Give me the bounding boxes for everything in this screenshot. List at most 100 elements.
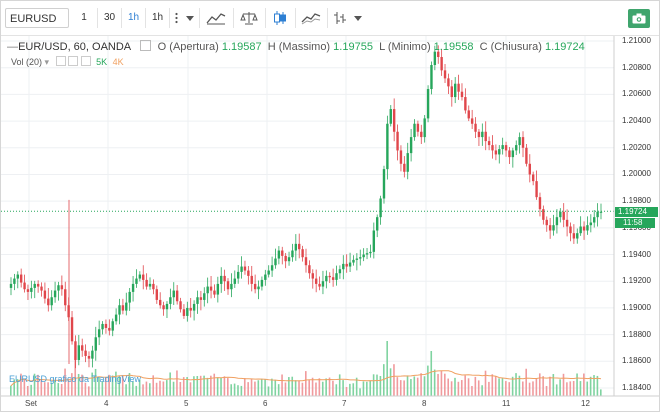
volume-bar <box>464 375 466 396</box>
candle-body <box>589 222 593 226</box>
candle-body <box>57 285 60 291</box>
volume-bar <box>566 382 568 396</box>
price-tick-label: 1.19000 <box>622 302 651 312</box>
candle-body <box>331 277 335 280</box>
volume-bar <box>511 376 514 396</box>
candle-body <box>565 219 569 227</box>
volume-bar <box>427 365 429 396</box>
volume-bar <box>101 381 104 396</box>
candle-body <box>593 217 596 223</box>
interval-1h[interactable]: 1h <box>145 8 169 28</box>
candle-body <box>135 278 138 284</box>
candle-body <box>104 323 108 328</box>
volume-bar <box>189 382 192 396</box>
candle-body <box>118 305 121 315</box>
volume-bar <box>484 370 487 396</box>
candle-body <box>50 297 53 306</box>
indicators-icon[interactable] <box>199 8 231 28</box>
candle-body <box>189 307 192 311</box>
candle-body <box>308 265 311 274</box>
candle-body <box>291 250 294 258</box>
candle-body <box>81 345 84 351</box>
dropdown-icon[interactable] <box>183 8 197 28</box>
candle-body <box>243 266 247 271</box>
candle-body <box>97 329 101 338</box>
candle-body <box>525 147 528 164</box>
volume-bar <box>81 374 83 396</box>
price-tick-label: 1.20600 <box>622 89 651 99</box>
candle-body <box>501 145 504 150</box>
candle-body <box>84 350 87 356</box>
watermark[interactable]: EURUSD grafico da TradingView <box>9 374 141 384</box>
candle-body <box>206 286 209 294</box>
candle-body <box>253 283 257 290</box>
candle-body <box>16 274 19 279</box>
candle-body <box>216 283 220 295</box>
toolbar: EURUSD 1 30 1h 1h <box>1 1 659 36</box>
volume-dropdown-icon[interactable]: ▾ <box>44 57 50 67</box>
gear-icon[interactable] <box>68 56 79 66</box>
volume-bar <box>596 375 599 396</box>
current-price-label: 1.19724 <box>615 207 658 217</box>
candle-body <box>494 150 498 155</box>
interval-30[interactable]: 30 <box>97 8 121 28</box>
close-value: 1.19724 <box>544 41 585 53</box>
volume-bar <box>159 380 161 396</box>
volume-bar <box>135 385 138 396</box>
candle-body <box>433 51 437 66</box>
candle-body <box>599 211 603 213</box>
close-icon[interactable] <box>80 56 91 66</box>
volume-bar <box>576 373 578 396</box>
line-chart-icon[interactable] <box>295 8 325 28</box>
eye-icon[interactable] <box>55 56 66 66</box>
camera-icon[interactable] <box>628 9 650 28</box>
volume-bar <box>71 373 73 396</box>
more-menu-icon[interactable] <box>169 8 183 28</box>
candle-body <box>33 283 36 288</box>
high-label: H (Massimo) <box>267 41 331 53</box>
volume-bar <box>16 379 19 396</box>
volume-bar <box>30 384 32 396</box>
candles <box>9 45 603 369</box>
candle-body <box>335 273 338 280</box>
candle-body <box>535 181 538 198</box>
candles-icon[interactable] <box>265 8 293 28</box>
interval-1h-active[interactable]: 1h <box>121 8 145 28</box>
volume-bar <box>528 382 531 396</box>
candle-body <box>165 303 169 310</box>
candle-body <box>545 219 548 226</box>
time-tick-label: Set <box>25 399 38 408</box>
volume-bar <box>250 379 253 396</box>
volume-bar <box>349 383 351 396</box>
candle-body <box>209 286 213 291</box>
candle-body <box>260 279 264 287</box>
volume-bar <box>345 386 348 396</box>
volume-bar <box>545 385 548 396</box>
compare-icon[interactable] <box>233 8 263 28</box>
symbol-input[interactable]: EURUSD <box>5 8 69 28</box>
candle-body <box>108 327 111 331</box>
candle-body <box>304 257 308 266</box>
volume-bar <box>579 381 582 396</box>
candle-body <box>498 149 501 155</box>
candle-body <box>457 83 460 92</box>
volume-bar <box>413 376 416 396</box>
interval-1[interactable]: 1 <box>81 12 87 23</box>
chart-type-dropdown-icon[interactable] <box>351 8 365 28</box>
time-tick-label: 8 <box>422 399 427 408</box>
volume-bar <box>505 381 507 396</box>
volume-bar <box>535 378 538 396</box>
collapse-icon[interactable]: — <box>7 41 18 53</box>
chart-area[interactable]: — EUR/USD, 60, OANDA O (Apertura) 1.1958… <box>1 36 659 411</box>
volume-bar <box>352 383 355 396</box>
bars-icon[interactable] <box>327 8 351 28</box>
candle-body <box>158 299 162 306</box>
settings-icon[interactable] <box>139 40 151 51</box>
volume-bar <box>162 381 165 396</box>
candle-body <box>396 131 399 151</box>
volume-bar <box>559 379 561 396</box>
candle-body <box>426 89 430 119</box>
candle-body <box>264 274 267 280</box>
candle-body <box>538 197 542 210</box>
